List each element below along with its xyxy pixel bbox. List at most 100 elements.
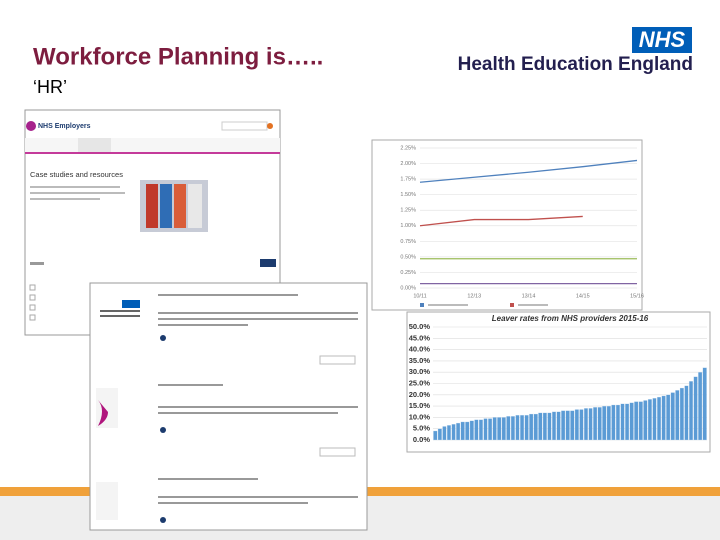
leaver-screenshot: Leaver rates from NHS providers 2015-16 …	[406, 311, 711, 453]
bar	[602, 405, 607, 441]
bar	[488, 418, 493, 441]
bar	[547, 412, 552, 441]
y-tick-label: 2.25%	[400, 145, 416, 151]
download-button	[319, 355, 356, 365]
legend-text	[518, 304, 548, 306]
nhs-logo-box	[632, 27, 692, 53]
bar	[542, 412, 547, 441]
bar	[478, 419, 483, 441]
bar	[506, 416, 511, 441]
slide-title: Workforce Planning is…..	[33, 43, 323, 70]
hero-image-part	[146, 184, 158, 228]
hero-image-part	[188, 184, 202, 228]
hero-image-part	[160, 184, 172, 228]
bar	[565, 410, 570, 441]
text-line	[30, 192, 125, 194]
nav-active	[78, 138, 111, 152]
bar	[661, 395, 666, 441]
bar	[620, 403, 625, 441]
nhs-mini-logo	[122, 300, 140, 308]
y-tick-label: 50.0%	[409, 322, 431, 331]
y-tick-label: 1.25%	[400, 208, 416, 214]
download-button	[319, 447, 356, 457]
bar	[469, 420, 474, 441]
org-name: Health Education England	[458, 54, 693, 75]
y-tick-label: 35.0%	[409, 356, 431, 365]
search-button	[267, 123, 273, 129]
bar	[483, 418, 488, 441]
bar	[583, 408, 589, 441]
nav-bar	[25, 138, 280, 152]
y-tick-label: 25.0%	[409, 378, 431, 387]
doc-thumbnail-art	[98, 400, 108, 426]
trend-screenshot: 0.00% 0.25% 0.50% 0.75% 1.00% 1.25% 1.50% 1.75%…	[371, 139, 644, 311]
x-tick-label: 10/11	[413, 293, 426, 299]
go-button	[260, 259, 276, 267]
bar	[597, 407, 602, 441]
bar	[611, 404, 616, 441]
bar	[456, 422, 461, 441]
y-tick-label: 0.25%	[400, 270, 416, 276]
legend-swatch	[510, 303, 514, 307]
bar	[446, 425, 452, 441]
y-tick-label: 1.00%	[400, 223, 416, 229]
checkbox	[29, 284, 36, 291]
text-line	[158, 384, 223, 386]
x-tick-label: 14/15	[576, 293, 590, 299]
y-tick-label: 45.0%	[409, 333, 431, 342]
series-line	[419, 215, 583, 227]
bar	[698, 372, 703, 441]
y-tick-label: 15.0%	[409, 401, 431, 410]
text-line	[158, 478, 258, 480]
x-tick-label: 12/13	[467, 293, 481, 299]
text-line	[158, 412, 338, 414]
checkbox	[29, 304, 36, 311]
text-line	[30, 198, 100, 200]
bar	[497, 417, 502, 441]
bar	[460, 421, 465, 441]
hero-image-part	[174, 184, 186, 228]
bar	[437, 428, 442, 441]
bar	[606, 405, 611, 441]
bar	[442, 426, 447, 441]
y-tick-label: 0.75%	[400, 239, 416, 245]
y-tick-label: 0.50%	[400, 254, 416, 260]
bar	[593, 407, 598, 441]
bar	[675, 390, 680, 441]
y-tick-label: 0.0%	[413, 435, 430, 444]
series-line	[419, 159, 638, 183]
y-tick-label: 5.0%	[413, 424, 430, 433]
bar	[634, 401, 639, 441]
y-tick-label: 30.0%	[409, 367, 431, 376]
bar	[538, 412, 543, 441]
bar	[533, 413, 538, 441]
bullet	[160, 427, 166, 433]
slide-subtitle: ‘HR’	[33, 77, 67, 97]
brand-dot	[26, 121, 36, 131]
bar	[625, 403, 630, 441]
doc-thumbnail	[96, 388, 118, 428]
bar	[451, 424, 456, 441]
text-line	[158, 324, 248, 326]
nav-rule	[25, 152, 280, 154]
bar	[643, 400, 648, 441]
y-tick-label: 2.00%	[400, 161, 416, 167]
screenshot-frame	[371, 139, 643, 311]
bar	[529, 413, 534, 441]
bar	[670, 392, 675, 441]
bar	[657, 396, 662, 441]
y-tick-label: 40.0%	[409, 345, 431, 354]
text-line	[158, 318, 358, 320]
text-line	[158, 294, 298, 296]
nhs-logo-text: NHS	[639, 27, 686, 52]
bar	[492, 417, 497, 441]
text-line	[100, 310, 140, 312]
bar	[647, 399, 652, 441]
text-line	[30, 262, 44, 265]
bar	[433, 430, 438, 441]
search-box	[221, 121, 268, 131]
bullet	[160, 335, 166, 341]
text-line	[158, 406, 358, 408]
bar	[652, 398, 657, 441]
